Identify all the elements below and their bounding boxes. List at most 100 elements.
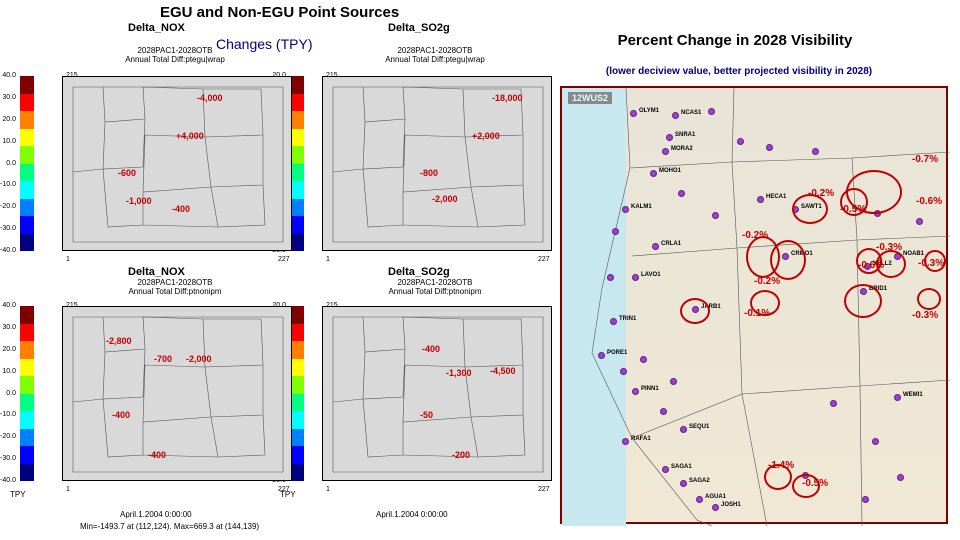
subheader-right: (lower deciview value, better projected … <box>534 66 944 77</box>
y-max-br: 215 <box>326 302 338 309</box>
site-marker <box>652 243 659 250</box>
value-annotation: -600 <box>118 168 136 178</box>
site-marker <box>766 144 773 151</box>
chart-title-br: Delta_SO2g <box>388 266 450 278</box>
colorbar-tick: 10.0 <box>2 138 16 145</box>
site-label: PINN1 <box>641 386 659 392</box>
chart-title-tl: Delta_NOX <box>128 22 185 34</box>
highlight-circle <box>917 288 941 310</box>
colorbar-tick: -40.0 <box>0 247 16 254</box>
map-outline <box>63 77 293 252</box>
site-marker <box>607 274 614 281</box>
value-annotation: +2,000 <box>472 131 500 141</box>
site-label: NCAS1 <box>681 110 701 116</box>
site-marker <box>620 368 627 375</box>
colorbar-tick: 40.0 <box>2 72 16 79</box>
site-label: SNRA1 <box>675 132 695 138</box>
site-marker <box>916 218 923 225</box>
site-marker <box>598 352 605 359</box>
pct-change-label: -0.5% <box>802 478 828 489</box>
value-annotation: -400 <box>112 410 130 420</box>
colorbar-tick: -20.0 <box>0 433 16 440</box>
map-outline <box>63 307 293 482</box>
colorbar-tick: 10.0 <box>2 368 16 375</box>
y-max-tl: 215 <box>66 72 78 79</box>
site-label: KALM1 <box>631 204 652 210</box>
site-marker <box>622 206 629 213</box>
site-label: PORE1 <box>607 350 627 356</box>
colorbar-tick: -10.0 <box>0 181 16 188</box>
value-annotation: +4,000 <box>176 131 204 141</box>
colorbar-tick: 0.0 <box>6 160 16 167</box>
pct-change-label: -0.1% <box>744 308 770 319</box>
colorbar-bl: 40.030.020.010.00.0-10.0-20.0-30.0-40.0 <box>20 306 34 481</box>
x-max-tl: 227 <box>278 256 290 263</box>
site-marker <box>632 388 639 395</box>
value-annotation: -50 <box>420 410 433 420</box>
chart-title-bl: Delta_NOX <box>128 266 185 278</box>
site-label: OLYM1 <box>639 108 659 114</box>
site-marker <box>830 400 837 407</box>
x-max-bl: 227 <box>278 486 290 493</box>
site-marker <box>708 108 715 115</box>
site-marker <box>696 496 703 503</box>
value-annotation: -1,300 <box>446 368 472 378</box>
site-marker <box>622 438 629 445</box>
site-marker <box>670 378 677 385</box>
chart-title-tr: Delta_SO2g <box>388 22 450 34</box>
y-max-tr: 215 <box>326 72 338 79</box>
chart-subtitle-tr: 2028PAC1-2028OTB Annual Total Diff:ptegu… <box>350 46 520 64</box>
value-annotation: -400 <box>172 204 190 214</box>
value-annotation: -400 <box>148 450 166 460</box>
site-marker <box>678 190 685 197</box>
site-marker <box>812 148 819 155</box>
map-panel-br <box>322 306 552 481</box>
x-min-br: 1 <box>326 486 330 493</box>
value-annotation: -400 <box>422 344 440 354</box>
site-marker <box>662 466 669 473</box>
pct-change-label: -0.5% <box>840 204 866 215</box>
value-annotation: -700 <box>154 354 172 364</box>
highlight-circle <box>680 298 710 324</box>
pct-change-label: -0.3% <box>876 242 902 253</box>
value-annotation: -4,500 <box>490 366 516 376</box>
pct-change-label: -0.6% <box>916 196 942 207</box>
site-marker <box>672 112 679 119</box>
y-max-bl: 215 <box>66 302 78 309</box>
x-min-tr: 1 <box>326 256 330 263</box>
chart-subtitle-tl: 2028PAC1-2028OTB Annual Total Diff:ptegu… <box>90 46 260 64</box>
highlight-circle <box>844 284 882 318</box>
site-marker <box>632 274 639 281</box>
site-marker <box>712 504 719 511</box>
footer-minmax-l: Min=-1493.7 at (112,124). Max=669.3 at (… <box>80 522 259 531</box>
site-marker <box>610 318 617 325</box>
visibility-map: 12WUS2 OLYM1NCAS1SNRA1MORA2MOHO1KALM1HEC… <box>560 86 948 524</box>
value-annotation: -4,000 <box>197 93 223 103</box>
site-marker <box>737 138 744 145</box>
pct-change-label: -0.2% <box>754 276 780 287</box>
site-marker <box>630 110 637 117</box>
map-outline <box>323 307 553 482</box>
colorbar-tick: 30.0 <box>2 94 16 101</box>
site-marker <box>640 356 647 363</box>
site-label: MOHO1 <box>659 168 681 174</box>
pct-change-label: -0.7% <box>912 154 938 165</box>
site-label: NOAB1 <box>903 251 924 257</box>
site-marker <box>660 408 667 415</box>
map-outline <box>323 77 553 252</box>
pct-change-label: -0.3% <box>918 258 944 269</box>
value-annotation: -2,000 <box>186 354 212 364</box>
site-label: LAVO1 <box>641 272 661 278</box>
colorbar-tick: 40.0 <box>2 302 16 309</box>
colorbar-tl: 40.030.020.010.00.0-10.0-20.0-30.0-40.0 <box>20 76 34 251</box>
map-tag: 12WUS2 <box>568 92 612 104</box>
site-marker <box>666 134 673 141</box>
site-marker <box>650 170 657 177</box>
site-label: WEMI1 <box>903 392 923 398</box>
site-label: SAGA1 <box>671 464 692 470</box>
pct-change-label: -0.6% <box>858 260 884 271</box>
header-right: Percent Change in 2028 Visibility <box>540 32 930 49</box>
site-label: CRLA1 <box>661 241 681 247</box>
colorbar-tick: -40.0 <box>0 477 16 484</box>
pct-change-label: -0.2% <box>808 188 834 199</box>
